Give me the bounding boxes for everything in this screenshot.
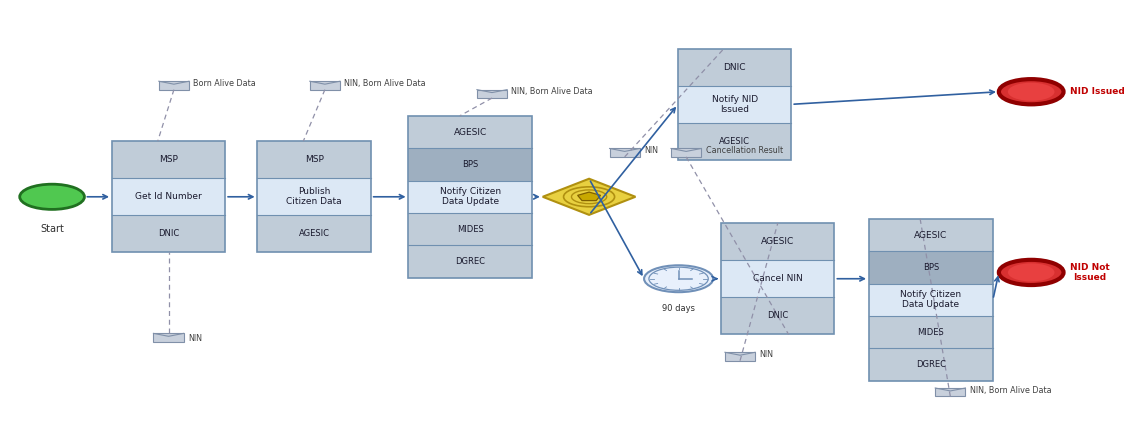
Bar — [678, 49, 791, 160]
Bar — [257, 178, 371, 215]
Text: NIN, Born Alive Data: NIN, Born Alive Data — [344, 79, 426, 88]
Text: Get Id Number: Get Id Number — [135, 192, 202, 201]
Bar — [869, 348, 993, 381]
Circle shape — [564, 187, 615, 207]
Bar — [721, 223, 835, 335]
Text: DGREC: DGREC — [916, 360, 946, 369]
Bar — [408, 213, 532, 245]
Text: NID Issued: NID Issued — [1070, 87, 1125, 96]
Bar — [869, 219, 993, 381]
Bar — [408, 116, 532, 277]
Text: NIN: NIN — [188, 334, 202, 343]
Bar — [869, 316, 993, 348]
Bar — [112, 141, 226, 178]
Bar — [112, 215, 226, 253]
Text: 90 days: 90 days — [662, 304, 695, 313]
Bar — [112, 178, 226, 215]
Bar — [257, 215, 371, 253]
Circle shape — [649, 267, 708, 290]
Text: AGESIC: AGESIC — [720, 137, 750, 146]
Text: AGESIC: AGESIC — [915, 231, 948, 239]
Circle shape — [1008, 264, 1055, 282]
Bar — [477, 90, 508, 98]
Circle shape — [644, 265, 713, 292]
Bar — [153, 333, 184, 342]
Bar — [678, 49, 791, 160]
Text: AGESIC: AGESIC — [453, 128, 487, 137]
Bar — [257, 141, 371, 253]
Text: AGESIC: AGESIC — [761, 237, 794, 246]
Text: DGREC: DGREC — [456, 257, 485, 266]
Bar — [678, 86, 791, 123]
Bar — [408, 116, 532, 148]
Bar — [671, 148, 702, 157]
Circle shape — [999, 260, 1064, 285]
Bar — [678, 123, 791, 160]
Bar — [112, 141, 226, 253]
Bar — [408, 181, 532, 213]
Bar — [257, 141, 371, 178]
Text: NIN: NIN — [759, 350, 774, 359]
Text: Notify NID
Issued: Notify NID Issued — [712, 95, 758, 114]
Bar — [721, 297, 835, 335]
Circle shape — [999, 79, 1064, 104]
Bar — [609, 148, 640, 157]
Bar — [869, 219, 993, 251]
Text: Cancel NIN: Cancel NIN — [752, 274, 803, 283]
Text: Notify Citizen
Data Update: Notify Citizen Data Update — [900, 290, 961, 310]
Text: DNIC: DNIC — [723, 63, 746, 72]
Bar — [725, 352, 755, 361]
Text: MIDES: MIDES — [457, 225, 484, 233]
Text: NIN: NIN — [644, 146, 658, 155]
Text: BPS: BPS — [462, 160, 478, 169]
Text: Born Alive Data: Born Alive Data — [193, 79, 256, 88]
Polygon shape — [578, 192, 600, 201]
Text: MSP: MSP — [305, 155, 324, 164]
Circle shape — [1008, 82, 1055, 101]
Text: DNIC: DNIC — [158, 229, 179, 239]
Bar — [408, 148, 532, 181]
Bar — [257, 141, 371, 253]
Bar — [869, 283, 993, 316]
Polygon shape — [543, 179, 635, 215]
Text: MIDES: MIDES — [917, 327, 944, 337]
Bar — [159, 81, 190, 90]
Text: AGESIC: AGESIC — [299, 229, 329, 239]
Bar — [869, 251, 993, 283]
Bar — [112, 141, 226, 253]
Bar — [408, 245, 532, 277]
Text: Publish
Citizen Data: Publish Citizen Data — [287, 187, 342, 206]
Bar — [310, 81, 340, 90]
Bar — [408, 116, 532, 277]
Bar — [721, 223, 835, 260]
Bar — [721, 260, 835, 297]
Bar — [678, 49, 791, 86]
Circle shape — [19, 184, 85, 209]
Text: BPS: BPS — [923, 263, 938, 272]
Text: NID Not
Issued: NID Not Issued — [1070, 263, 1110, 282]
Bar — [869, 219, 993, 381]
Text: MSP: MSP — [159, 155, 178, 164]
Bar — [721, 223, 835, 335]
Text: Notify Citizen
Data Update: Notify Citizen Data Update — [440, 187, 501, 206]
Text: Cancellation Result: Cancellation Result — [705, 146, 783, 155]
Text: NIN, Born Alive Data: NIN, Born Alive Data — [511, 87, 593, 96]
Text: DNIC: DNIC — [767, 311, 788, 320]
Circle shape — [572, 190, 607, 203]
Bar — [935, 388, 966, 396]
Text: NIN, Born Alive Data: NIN, Born Alive Data — [970, 386, 1051, 395]
Text: Start: Start — [41, 224, 64, 234]
